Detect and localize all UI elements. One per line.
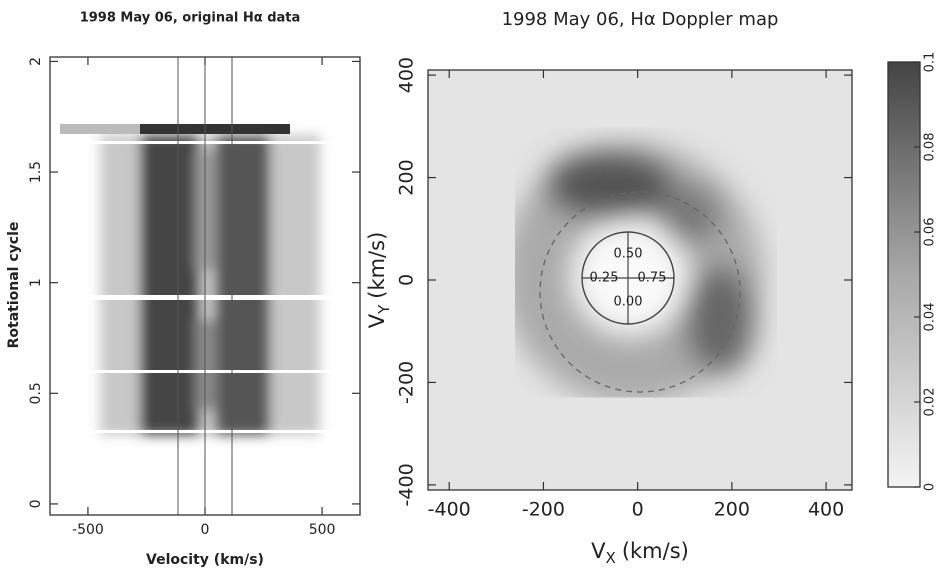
x-tick-label: -200 [522,499,565,521]
x-tick-label: 0 [632,499,644,521]
y-tick-label: 0 [923,483,938,491]
y-tick-label: 2 [28,57,44,66]
y-axis-label: VY (km/s) [365,232,393,329]
x-tick-label: -400 [428,499,471,521]
plot-frame [887,61,921,488]
y-tick-label: 200 [396,159,418,195]
x-axis-label: VX (km/s) [591,539,689,567]
label-part: (km/s) [622,539,689,563]
y-tick-label: 400 [396,57,418,93]
y-axis-label: Rotational cycle [6,222,22,349]
colorbar-gradient [888,62,920,487]
label-part: Y [375,304,393,315]
chart-title: 1998 May 06, Hα Doppler map [502,9,779,30]
y-tick-label: 0.04 [923,303,938,332]
y-tick-label: 0.08 [923,133,938,162]
x-tick-label: 0 [201,522,210,538]
x-tick-label: 500 [309,522,336,538]
y-tick-label: -200 [396,361,418,404]
label-part: X [606,549,616,567]
y-tick-label: 1.5 [28,161,44,183]
x-tick-label: 400 [808,499,844,521]
y-tick-label: 0.1 [923,52,938,73]
y-tick-label: 0.5 [28,382,44,404]
spectrogram-image [50,57,360,515]
y-tick-label: 1 [28,278,44,287]
x-axis-label: Velocity (km/s) [146,552,264,568]
label-part: (km/s) [365,232,389,299]
y-tick-label: -400 [396,463,418,506]
x-tick-label: 200 [714,499,750,521]
phase-label: 0.00 [614,295,643,310]
x-tick-label: -500 [72,522,104,538]
label-part: V [591,539,606,563]
y-tick-label: 0 [28,499,44,508]
phase-label: 0.75 [638,271,667,286]
chart-title: 1998 May 06, original Hα data [80,11,301,26]
y-tick-label: 0.06 [923,218,938,247]
phase-label: 0.25 [590,271,619,286]
y-tick-label: 0.02 [923,388,938,417]
label-part: V [365,313,389,328]
doppler-image [428,70,852,490]
phase-label: 0.50 [614,247,643,262]
y-tick-label: 0 [396,274,418,286]
